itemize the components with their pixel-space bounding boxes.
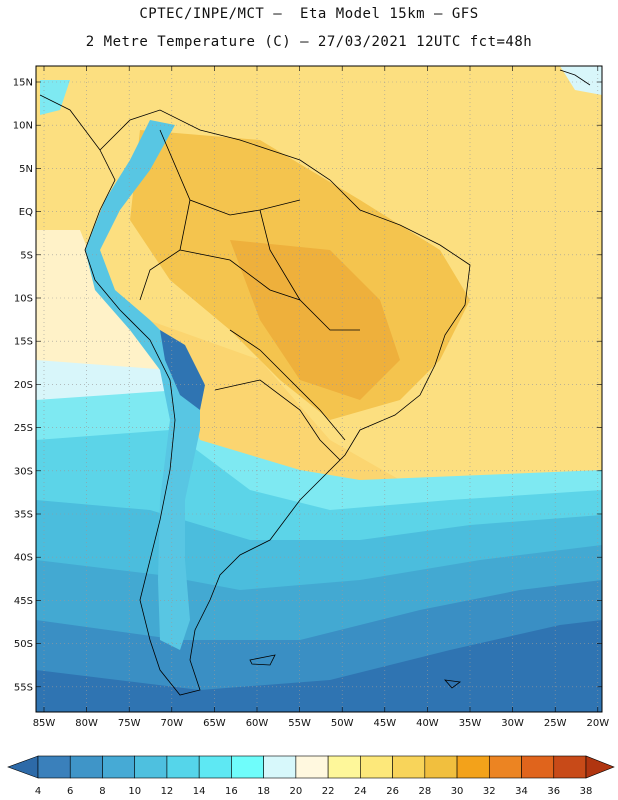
lat-label: EQ — [19, 207, 33, 218]
colorbar-box — [295, 755, 329, 779]
colorbar-labels: 4 6 8 10 12 14 16 18 20 22 24 26 28 30 32 34 36 38 — [35, 786, 593, 797]
lat-label: 40S — [14, 553, 33, 564]
lat-label: 45S — [14, 596, 33, 607]
colorbar-low-arrow — [7, 755, 39, 779]
colorbar-box — [102, 755, 136, 779]
colorbar-high-arrow — [585, 755, 615, 779]
lat-label: 20S — [14, 380, 33, 391]
lat-label: 10N — [13, 121, 33, 132]
colorbar-box — [488, 755, 522, 779]
lat-label: 5N — [19, 164, 33, 175]
colorbar-box — [198, 755, 232, 779]
colorbar-label: 14 — [193, 786, 206, 797]
lon-label: 70W — [160, 718, 183, 729]
lon-label: 75W — [118, 718, 141, 729]
lon-label: 50W — [331, 718, 354, 729]
colorbar-box — [134, 755, 168, 779]
colorbar-label: 26 — [386, 786, 399, 797]
colorbar-box — [456, 755, 490, 779]
colorbar-label: 34 — [515, 786, 528, 797]
lon-label: 40W — [416, 718, 439, 729]
colorbar-box — [37, 755, 71, 779]
colorbar-box — [521, 755, 555, 779]
colorbar-label: 16 — [225, 786, 238, 797]
colorbar-label: 8 — [99, 786, 105, 797]
lat-label: 15S — [14, 337, 33, 348]
colorbar-label: 6 — [67, 786, 73, 797]
colorbar-label: 24 — [354, 786, 367, 797]
lat-label: 5S — [20, 250, 33, 261]
lon-label: 20W — [586, 718, 609, 729]
lat-label: 55S — [14, 682, 33, 693]
longitude-labels: 85W 80W 75W 70W 65W 60W 55W 50W 45W 40W 35W 30W 25W 2… — [33, 718, 610, 729]
colorbar-label: 30 — [451, 786, 464, 797]
colorbar-box — [263, 755, 297, 779]
lon-label: 30W — [501, 718, 524, 729]
lat-label: 30S — [14, 466, 33, 477]
lon-label: 65W — [203, 718, 226, 729]
coastlines — [39, 69, 591, 696]
lon-label: 45W — [373, 718, 396, 729]
lon-label: 85W — [33, 718, 56, 729]
colorbar-box — [231, 755, 264, 779]
lat-label: 15N — [13, 78, 33, 89]
colorbar-label: 32 — [483, 786, 496, 797]
map-frame — [35, 65, 603, 713]
colorbar-label: 18 — [257, 786, 270, 797]
temperature-field — [36, 66, 602, 712]
colorbar-label: 38 — [580, 786, 593, 797]
lat-label: 35S — [14, 510, 33, 521]
colorbar-label: 28 — [418, 786, 431, 797]
colorbar-box — [327, 755, 361, 779]
lon-label: 60W — [246, 718, 269, 729]
colorbar-label: 36 — [547, 786, 560, 797]
colorbar-label: 10 — [128, 786, 141, 797]
colorbar-label: 20 — [290, 786, 303, 797]
latitude-labels: 15N 10N 5N EQ 5S 10S 15S 20S 25S 30S 35S 40S 45S 50S 5… — [13, 78, 33, 694]
colorbar-box — [553, 755, 587, 779]
colorbar-box — [69, 755, 103, 779]
map-title: CPTEC/INPE/MCT – Eta Model 15km – GFS — [139, 6, 479, 22]
colorbar-label: 12 — [161, 786, 174, 797]
colorbar — [7, 755, 615, 779]
colorbar-box — [360, 755, 393, 779]
lon-label: 55W — [288, 718, 311, 729]
lon-label: 25W — [544, 718, 567, 729]
colorbar-label: 22 — [322, 786, 335, 797]
graticule — [36, 66, 602, 712]
colorbar-label: 4 — [35, 786, 41, 797]
lat-label: 50S — [14, 639, 33, 650]
map-subtitle: 2 Metre Temperature (C) – 27/03/2021 12U… — [85, 34, 533, 50]
colorbar-box — [166, 755, 200, 779]
colorbar-box — [424, 755, 458, 779]
lon-label: 35W — [459, 718, 482, 729]
colorbar-box — [392, 755, 426, 779]
lat-label: 25S — [14, 423, 33, 434]
lon-label: 80W — [75, 718, 98, 729]
lat-label: 10S — [14, 294, 33, 305]
